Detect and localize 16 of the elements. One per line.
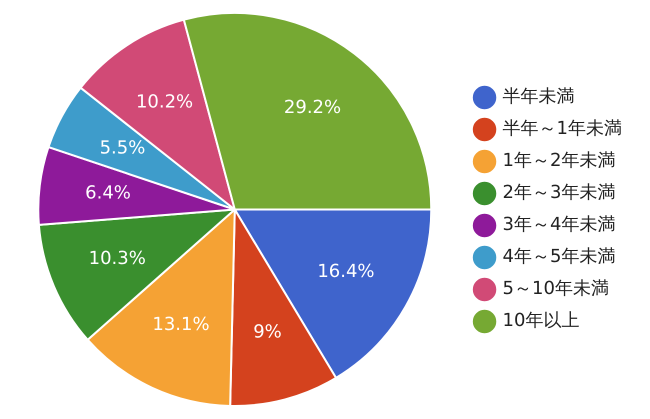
legend-label: 半年～1年未満	[502, 118, 622, 140]
legend-label: 2年～3年未満	[502, 182, 616, 204]
data-label: 5.5%	[100, 137, 146, 158]
legend-label: 5～10年未満	[502, 278, 609, 300]
data-label: 29.2%	[284, 96, 342, 118]
data-label: 10.3%	[88, 248, 146, 270]
data-label: 13.1%	[152, 314, 210, 336]
data-label: 10.2%	[136, 91, 194, 112]
data-label: 9%	[253, 322, 282, 343]
legend-label: 半年未満	[502, 86, 575, 108]
data-label: 16.4%	[317, 261, 375, 282]
legend-label: 3年～4年未満	[502, 214, 616, 236]
data-label: 6.4%	[85, 182, 131, 204]
legend-label: 4年～5年未満	[502, 246, 616, 268]
legend-label: 10年以上	[502, 310, 580, 332]
legend-label: 1年～2年未満	[502, 150, 616, 172]
